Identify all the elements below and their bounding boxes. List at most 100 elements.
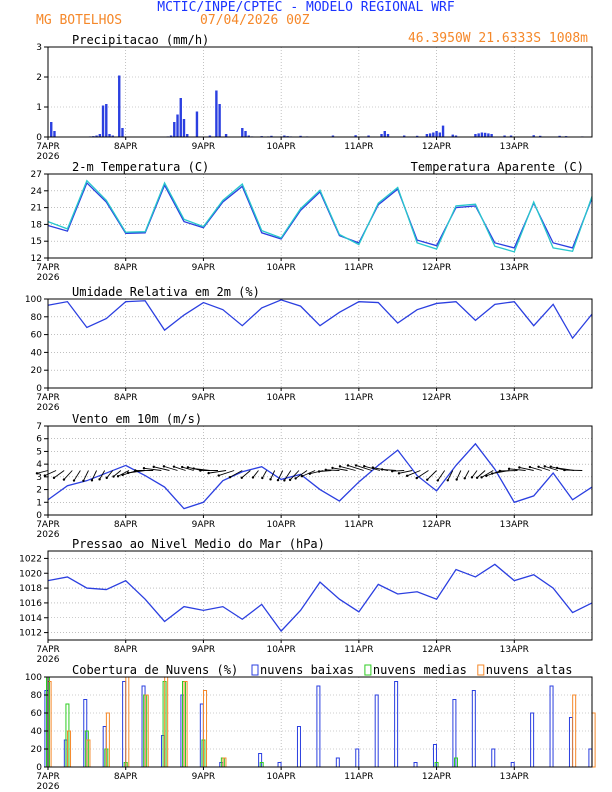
x-tick-label: 11APR (344, 393, 373, 403)
wind-arrow (252, 470, 259, 478)
wind-arrow-head (426, 478, 429, 481)
y-tick-label: 20 (31, 745, 43, 755)
x-year-label: 2026 (37, 152, 60, 162)
wind-arrow (347, 465, 364, 471)
wind-arrow (538, 466, 551, 471)
x-tick-label: 8APR (114, 772, 138, 782)
wind-arrow (153, 466, 170, 471)
wind-arrow-head (35, 472, 39, 475)
wind-arrow (53, 470, 65, 479)
wind-arrow (437, 470, 446, 481)
wind-arrow-head (371, 466, 375, 469)
wind-arrow-head (116, 475, 120, 478)
x-year-label: 2026 (37, 273, 60, 283)
legend-swatch (364, 664, 372, 676)
precip-bar (454, 135, 458, 137)
wind-arrow-head (126, 471, 130, 475)
precip-bar (380, 134, 383, 137)
precip-bar (244, 131, 247, 137)
wind-arrow (519, 467, 534, 471)
x-tick-label: 13APR (500, 142, 529, 152)
wind-arrow (99, 470, 106, 480)
wind-arrow (106, 470, 114, 479)
y-tick-label: 1 (36, 498, 42, 508)
wind-arrow (476, 470, 486, 479)
wind-arrow-head (269, 478, 272, 481)
wind-arrow-head (134, 469, 137, 472)
x-tick-label: 11APR (344, 645, 373, 655)
x-tick-label: 9APR (192, 142, 216, 152)
wind-arrow (481, 470, 494, 478)
wind-arrow (447, 470, 454, 481)
wind-arrow (406, 470, 421, 477)
wind-arrow (284, 470, 292, 481)
precip-bar (101, 105, 105, 137)
y-tick-label: 0 (36, 133, 42, 143)
precip-bar (299, 135, 302, 137)
wind-arrow (319, 470, 332, 472)
precip-bar (487, 133, 490, 137)
legend-swatch (251, 664, 259, 676)
x-tick-label: 13APR (500, 772, 529, 782)
precip-bar (247, 135, 250, 137)
y-tick-label: 2 (36, 486, 42, 496)
y-tick-label: 60 (31, 709, 43, 719)
wind-arrow-head (300, 475, 304, 478)
panel-3: 0 20 40 60 80 100 7APR 8APR 9APR 10APR 11APR 12APR 1… (25, 285, 593, 413)
x-year-label: 2026 (37, 530, 60, 540)
panel-title: Cobertura de Nuvens (%) (72, 663, 238, 677)
panel-frame (47, 173, 593, 259)
x-tick-label: 12APR (422, 263, 451, 273)
wind-arrow (229, 470, 243, 478)
precip-bar (176, 114, 179, 137)
wind-arrow (208, 470, 227, 474)
x-tick-label: 10APR (266, 772, 295, 782)
wind-arrow-head (380, 468, 384, 471)
wind-arrow (163, 465, 178, 471)
wind-arrow-head (152, 465, 155, 469)
wind-arrow-head (82, 479, 85, 482)
precip-bar (241, 128, 244, 137)
y-tick-label: 18 (31, 220, 43, 230)
y-tick-label: 80 (31, 691, 43, 701)
y-tick-label: 1012 (19, 629, 42, 639)
wind-arrow (261, 470, 267, 479)
series-line-1 (47, 563, 593, 633)
precip-bar (503, 135, 506, 137)
wind-arrow (36, 470, 49, 474)
wind-arrow-head (317, 470, 321, 473)
x-tick-label: 8APR (114, 645, 138, 655)
precip-bar (111, 135, 114, 137)
wind-arrow-head (240, 476, 243, 479)
x-tick-label: 9APR (192, 393, 216, 403)
x-tick-label: 7APR (36, 393, 60, 403)
wind-arrow-head (480, 476, 483, 479)
precip-bar (169, 135, 173, 137)
wind-arrow-head (415, 476, 418, 480)
x-tick-label: 13APR (500, 645, 529, 655)
y-tick-label: 60 (31, 331, 43, 341)
y-tick-label: 27 (31, 170, 42, 180)
precip-bar (474, 134, 477, 137)
wind-arrow-head (485, 474, 488, 478)
wind-arrow-head (391, 469, 394, 473)
precip-bar (105, 104, 108, 137)
y-tick-label: 20 (31, 366, 43, 376)
wind-arrow-head (228, 475, 232, 479)
wind-arrow-head (475, 476, 479, 479)
wind-arrow-head (470, 476, 474, 479)
panel-4: 0 1 2 3 4 5 6 7 7APR 8APR 9APR 10APR 11APR 12APR 13APR… (36, 412, 593, 540)
wind-arrow-head (363, 464, 366, 468)
legend-entry: Temperatura Aparente (C) (411, 160, 584, 174)
x-tick-label: 9APR (192, 772, 216, 782)
x-tick-label: 8APR (114, 263, 138, 273)
wind-arrow-head (251, 476, 255, 479)
wind-arrow-head (308, 472, 312, 475)
precip-bar (432, 132, 435, 137)
y-tick-label: 100 (25, 295, 42, 305)
precip-bar (480, 132, 484, 137)
precip-bar (108, 134, 111, 137)
y-tick-label: 0 (36, 511, 42, 521)
series-line-1 (47, 299, 593, 340)
